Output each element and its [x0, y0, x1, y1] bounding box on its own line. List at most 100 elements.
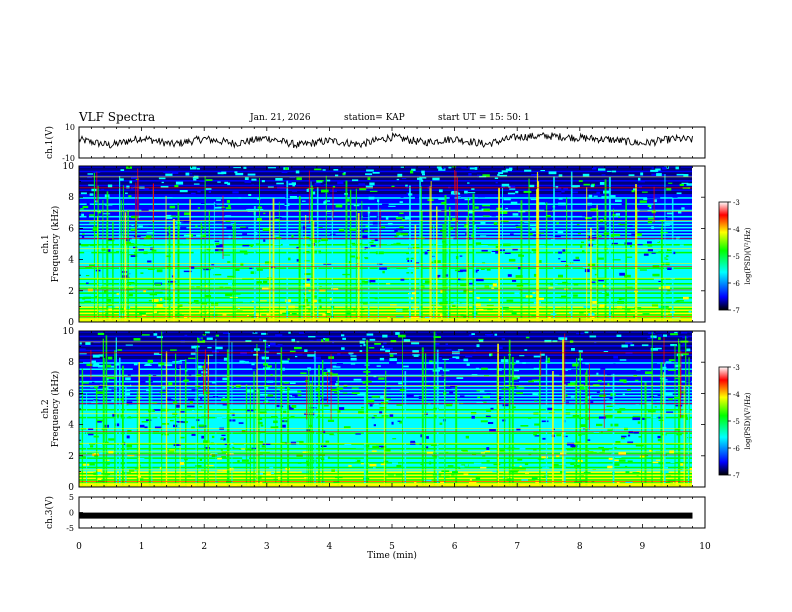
- ch1-spec-cell: [464, 199, 471, 201]
- ch1-spec-cell: [592, 278, 599, 281]
- ch2-spec-cell: [434, 343, 440, 346]
- ch2-spec-cell: [655, 459, 663, 461]
- ch2-spec-cell: [680, 331, 688, 334]
- ch2-spec-sferic: [115, 337, 117, 487]
- ch2-spec-cell: [336, 364, 343, 367]
- ch2-spec-cell: [258, 431, 266, 434]
- ch1-spec-cell: [86, 203, 90, 206]
- ch1-spec-cell: [224, 181, 228, 184]
- ch1-spec-cell: [605, 293, 610, 297]
- ch2-spec-cell: [126, 401, 133, 405]
- ch2-spec-cell: [165, 438, 170, 441]
- ch1-spec-cell: [296, 246, 301, 249]
- ch2-spec-cell: [624, 427, 628, 431]
- ch1-spec-cell: [195, 301, 200, 304]
- ch2-spec-cell: [124, 392, 131, 396]
- ch2-spec-sferic: [674, 344, 676, 487]
- ch2-spec-cell: [264, 346, 270, 348]
- ch1-spec-cell: [582, 266, 590, 269]
- ch1-spec-cell: [665, 217, 668, 220]
- ch1-spec-cell: [326, 210, 331, 214]
- ch1-spec-cell: [239, 226, 246, 228]
- ch1-spec-cell: [197, 189, 201, 193]
- ch2-spec-cell: [123, 472, 131, 475]
- ch1-spec-cell: [639, 288, 643, 290]
- ch2-spec-cell: [282, 367, 285, 371]
- ch2-spec-cell: [525, 471, 529, 474]
- ch1-spec-cell: [286, 180, 292, 184]
- ch1-spec-cell: [609, 234, 614, 238]
- ch2-spec-cell: [369, 338, 376, 341]
- ch2-spec-cell: [596, 391, 600, 393]
- ch1-spec-band: [79, 303, 692, 306]
- ch1-spec-cell: [364, 257, 370, 260]
- ch1-spec-cell: [234, 171, 238, 174]
- ch2-spec-cell: [217, 469, 223, 471]
- ch1-spec-cell: [183, 270, 192, 273]
- ch2-spec-cell: [221, 456, 227, 459]
- ch2-spec-cell: [390, 340, 397, 343]
- ch2-spec-cell: [657, 435, 662, 439]
- ch2-spec-cell: [426, 451, 434, 454]
- ch1-spec-cell: [285, 299, 291, 303]
- ch1-spec-cell: [506, 299, 514, 302]
- ch1-spec-sferic: [106, 223, 108, 322]
- ch1-spec-cell: [106, 249, 111, 252]
- ch1-spec-cell: [412, 246, 421, 249]
- ch1-spec-cell: [468, 210, 473, 214]
- ch1-spec-cell: [228, 204, 231, 208]
- ch2-spec-cell: [541, 456, 548, 459]
- ch1-spec-cell: [203, 276, 210, 278]
- ch2-spec-cell: [88, 433, 94, 436]
- ch2-spec-cell: [180, 436, 185, 439]
- ch1-spec-cell: [139, 312, 146, 315]
- ch1-spec-cell: [243, 166, 247, 169]
- ch1-spec-cell: [233, 167, 242, 169]
- ch2-spec-cell: [514, 369, 519, 372]
- ch1-spec-sferic: [305, 215, 307, 322]
- ch1-spec-cell: [185, 172, 190, 176]
- ch1-spec-cell: [215, 245, 223, 248]
- ch2-spec-cell: [479, 390, 485, 392]
- ch2-spec-cell: [388, 475, 394, 478]
- ch1-spec-cell: [211, 264, 215, 266]
- ch2-spec-cell: [619, 408, 626, 411]
- ch1-spec-cell: [531, 248, 540, 252]
- ch1-spec-cell: [375, 251, 384, 255]
- ch2-spec-sferic: [122, 365, 124, 487]
- ch1-spec-sferic: [310, 181, 312, 322]
- ch2-spec-cell: [439, 357, 442, 360]
- ch1-spec-cell: [524, 221, 530, 223]
- ch1-spec-cell: [539, 245, 545, 247]
- ch2-spec-cell: [461, 464, 469, 467]
- ch1-spec-cell: [116, 251, 122, 253]
- ch1-spec-cell: [394, 235, 398, 238]
- ch2-spec-cell: [173, 424, 180, 428]
- ch2-spec-cell: [666, 475, 672, 478]
- ch2-spec-cell: [391, 421, 394, 425]
- ch2-spec-sferic: [497, 343, 499, 487]
- ch1-spec-cell: [199, 180, 206, 182]
- ch1-spec-sferic: [613, 208, 614, 322]
- ch1-spec-cell: [201, 226, 204, 229]
- ch2-spec-cell: [395, 332, 400, 335]
- ch1-spec-colorbar-tick-label: -4: [733, 226, 740, 234]
- ch2-spec-cell: [226, 453, 234, 455]
- ch1-spec-cell: [486, 268, 491, 271]
- ch2-spec-cell: [398, 334, 406, 338]
- ch2-spec-cell: [516, 385, 519, 387]
- ch2-spec-cell: [270, 374, 273, 376]
- ch1-spec-cell: [651, 166, 654, 169]
- ch2-spec-cell: [247, 463, 251, 465]
- ch2-spec-sferic: [644, 382, 647, 487]
- ch1-spec-band: [79, 254, 692, 257]
- ch2-spec-hot-sferic: [540, 351, 542, 376]
- ch2-spec-cell: [600, 389, 603, 392]
- ch1-spec-sferic: [433, 224, 435, 322]
- ch2-spec-hot-sferic: [306, 376, 308, 420]
- ch2-spec-cell: [544, 339, 552, 343]
- ch1-spec-sferic: [456, 220, 458, 322]
- ch1-spec-cell: [235, 237, 242, 239]
- ch2-spec-cell: [99, 451, 106, 455]
- ch1-spec-band: [79, 222, 692, 225]
